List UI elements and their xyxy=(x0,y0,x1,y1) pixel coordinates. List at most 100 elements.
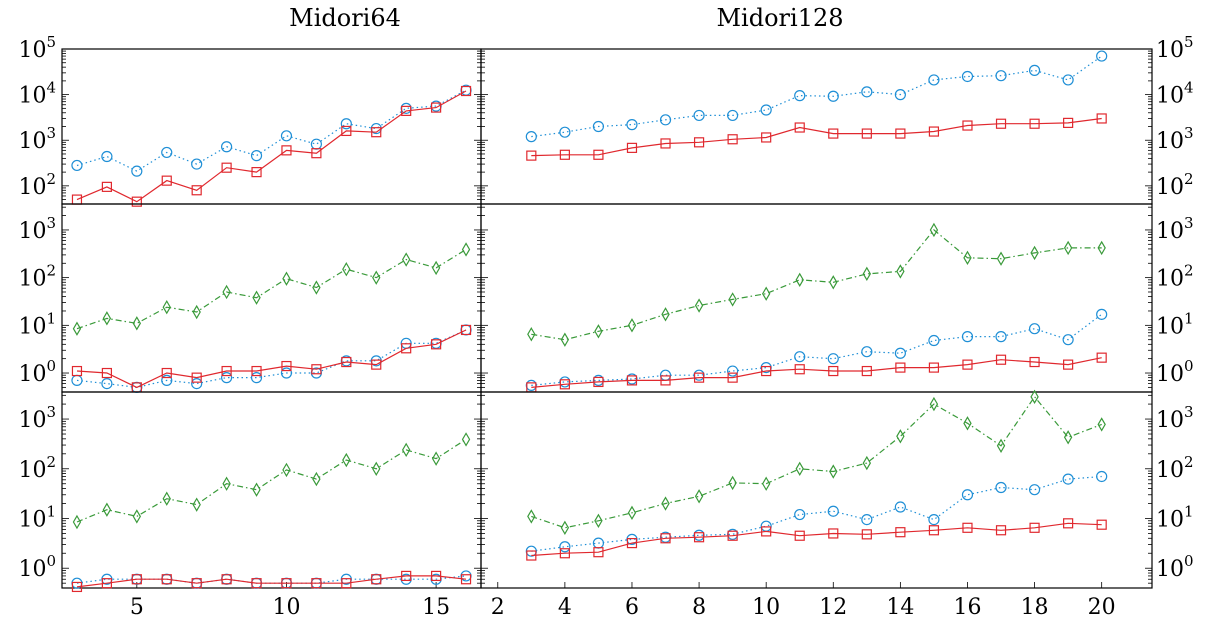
diamond-marker xyxy=(372,461,381,476)
square-marker xyxy=(660,138,671,149)
y-tick-label: 102 xyxy=(1156,170,1194,200)
circle-marker xyxy=(861,346,873,358)
square-marker xyxy=(593,547,604,558)
y-tick-label: 103 xyxy=(1156,214,1194,244)
x-tick-label: 6 xyxy=(625,595,639,618)
circle-marker xyxy=(727,365,739,377)
square-marker xyxy=(761,365,772,377)
circle-marker xyxy=(794,508,806,521)
circle-marker xyxy=(760,104,772,116)
circle-marker xyxy=(340,118,352,130)
y-tick-label: 102 xyxy=(18,453,56,483)
y-tick-label: 105 xyxy=(18,33,56,63)
square-marker xyxy=(761,526,772,537)
square-marker xyxy=(861,128,872,139)
diamond-marker xyxy=(72,514,82,530)
square-marker xyxy=(828,128,839,139)
y-tick-label-exponent: 0 xyxy=(1184,552,1194,570)
circle-marker xyxy=(928,74,940,86)
series-line xyxy=(531,475,1102,552)
circle-marker xyxy=(191,158,203,170)
series-line xyxy=(531,313,1103,386)
series-blue xyxy=(525,308,1108,392)
y-tick-label-exponent: 3 xyxy=(1184,403,1194,421)
diamond-marker xyxy=(222,476,231,491)
y-tick-label: 102 xyxy=(18,262,56,292)
square-marker xyxy=(727,372,738,383)
x-tick-label: 14 xyxy=(886,595,914,618)
y-tick-label-exponent: 5 xyxy=(1184,33,1194,51)
diamond-marker xyxy=(401,252,411,267)
x-tick-label: 5 xyxy=(130,595,144,618)
square-marker xyxy=(281,145,292,156)
y-tick-label-exponent: 1 xyxy=(46,502,56,520)
circle-marker xyxy=(894,347,906,359)
circle-marker xyxy=(995,481,1007,494)
y-tick-label-exponent: 2 xyxy=(1184,262,1194,280)
square-marker xyxy=(559,379,570,390)
diamond-marker xyxy=(342,262,351,277)
series-line xyxy=(76,248,467,330)
square-marker xyxy=(341,356,352,368)
y-tick-label-base: 10 xyxy=(18,314,46,339)
square-marker xyxy=(191,578,202,589)
circle-marker xyxy=(460,324,472,336)
diamond-marker xyxy=(102,502,112,517)
square-marker xyxy=(460,324,472,336)
square-marker xyxy=(341,578,352,589)
square-marker xyxy=(861,365,872,377)
y-tick-label: 103 xyxy=(1156,403,1194,433)
square-marker xyxy=(1063,117,1074,128)
square-marker xyxy=(895,128,906,139)
square-marker xyxy=(71,581,83,593)
y-tick-label: 103 xyxy=(18,124,56,154)
y-tick-label-base: 10 xyxy=(18,129,46,154)
diamond-marker xyxy=(594,324,603,339)
x-tick-label: 8 xyxy=(692,595,706,618)
diamond-marker xyxy=(996,438,1006,453)
square-marker xyxy=(626,142,638,153)
series-green xyxy=(527,222,1106,347)
y-tick-label-base: 10 xyxy=(1156,507,1184,532)
diamond-marker xyxy=(896,429,905,444)
series-green xyxy=(72,242,471,336)
diamond-marker xyxy=(627,318,637,333)
y-tick-label-exponent: 2 xyxy=(46,262,56,280)
y-tick-label-base: 10 xyxy=(18,557,46,582)
y-tick-label-base: 10 xyxy=(18,267,46,292)
circle-marker xyxy=(827,505,839,517)
panel-frame xyxy=(480,48,1153,205)
series-line xyxy=(531,357,1102,388)
square-marker xyxy=(431,102,442,113)
square-marker xyxy=(626,537,638,549)
square-marker xyxy=(251,167,262,178)
panel-frame xyxy=(61,391,482,589)
square-marker xyxy=(794,122,805,133)
circle-marker xyxy=(928,514,940,526)
square-marker xyxy=(727,530,738,541)
diamond-marker xyxy=(312,471,321,487)
y-tick-label-exponent: 3 xyxy=(1184,124,1194,142)
square-marker xyxy=(928,362,940,373)
circle-marker xyxy=(221,372,233,384)
square-marker xyxy=(221,574,232,585)
diamond-marker xyxy=(72,321,82,336)
circle-marker xyxy=(760,520,772,532)
circle-marker xyxy=(161,146,173,159)
square-marker xyxy=(693,372,705,383)
y-tick-label-base: 10 xyxy=(18,362,46,387)
square-marker xyxy=(962,359,973,370)
y-tick-label-exponent: 0 xyxy=(46,552,56,570)
y-tick-label-exponent: 1 xyxy=(1184,502,1194,520)
circle-marker xyxy=(894,501,906,513)
series-red xyxy=(71,85,472,207)
diamond-marker xyxy=(372,270,381,285)
square-marker xyxy=(693,137,705,148)
series-green xyxy=(527,389,1106,535)
square-marker xyxy=(727,134,738,145)
